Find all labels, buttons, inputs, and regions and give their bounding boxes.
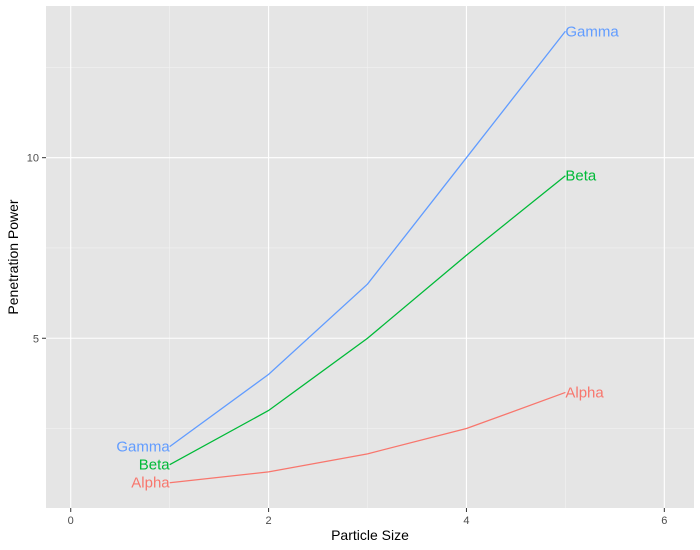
series-end-label-gamma: Gamma <box>565 23 619 40</box>
minor-gridlines <box>46 6 694 508</box>
x-tick-label: 6 <box>661 515 667 527</box>
series-start-label-gamma: Gamma <box>116 439 170 456</box>
series-end-label-beta: Beta <box>565 168 597 185</box>
series-start-label-alpha: Alpha <box>131 475 170 492</box>
y-tick-label: 10 <box>27 153 39 165</box>
x-tick-label: 4 <box>463 515 469 527</box>
axes: 0 2 4 6 5 10 <box>27 153 668 527</box>
x-tick-label: 0 <box>68 515 74 527</box>
y-tick-label: 5 <box>33 333 39 345</box>
x-axis-title: Particle Size <box>331 527 409 543</box>
major-gridlines <box>46 6 694 508</box>
series-start-label-beta: Beta <box>139 457 171 474</box>
panel-background <box>46 6 694 508</box>
x-tick-label: 2 <box>266 515 272 527</box>
series-line-beta <box>169 175 566 466</box>
series-lines <box>169 30 566 484</box>
y-axis-title: Penetration Power <box>5 199 21 315</box>
series-end-label-alpha: Alpha <box>565 384 604 401</box>
series-line-alpha <box>169 391 566 484</box>
series-line-gamma <box>169 30 566 448</box>
